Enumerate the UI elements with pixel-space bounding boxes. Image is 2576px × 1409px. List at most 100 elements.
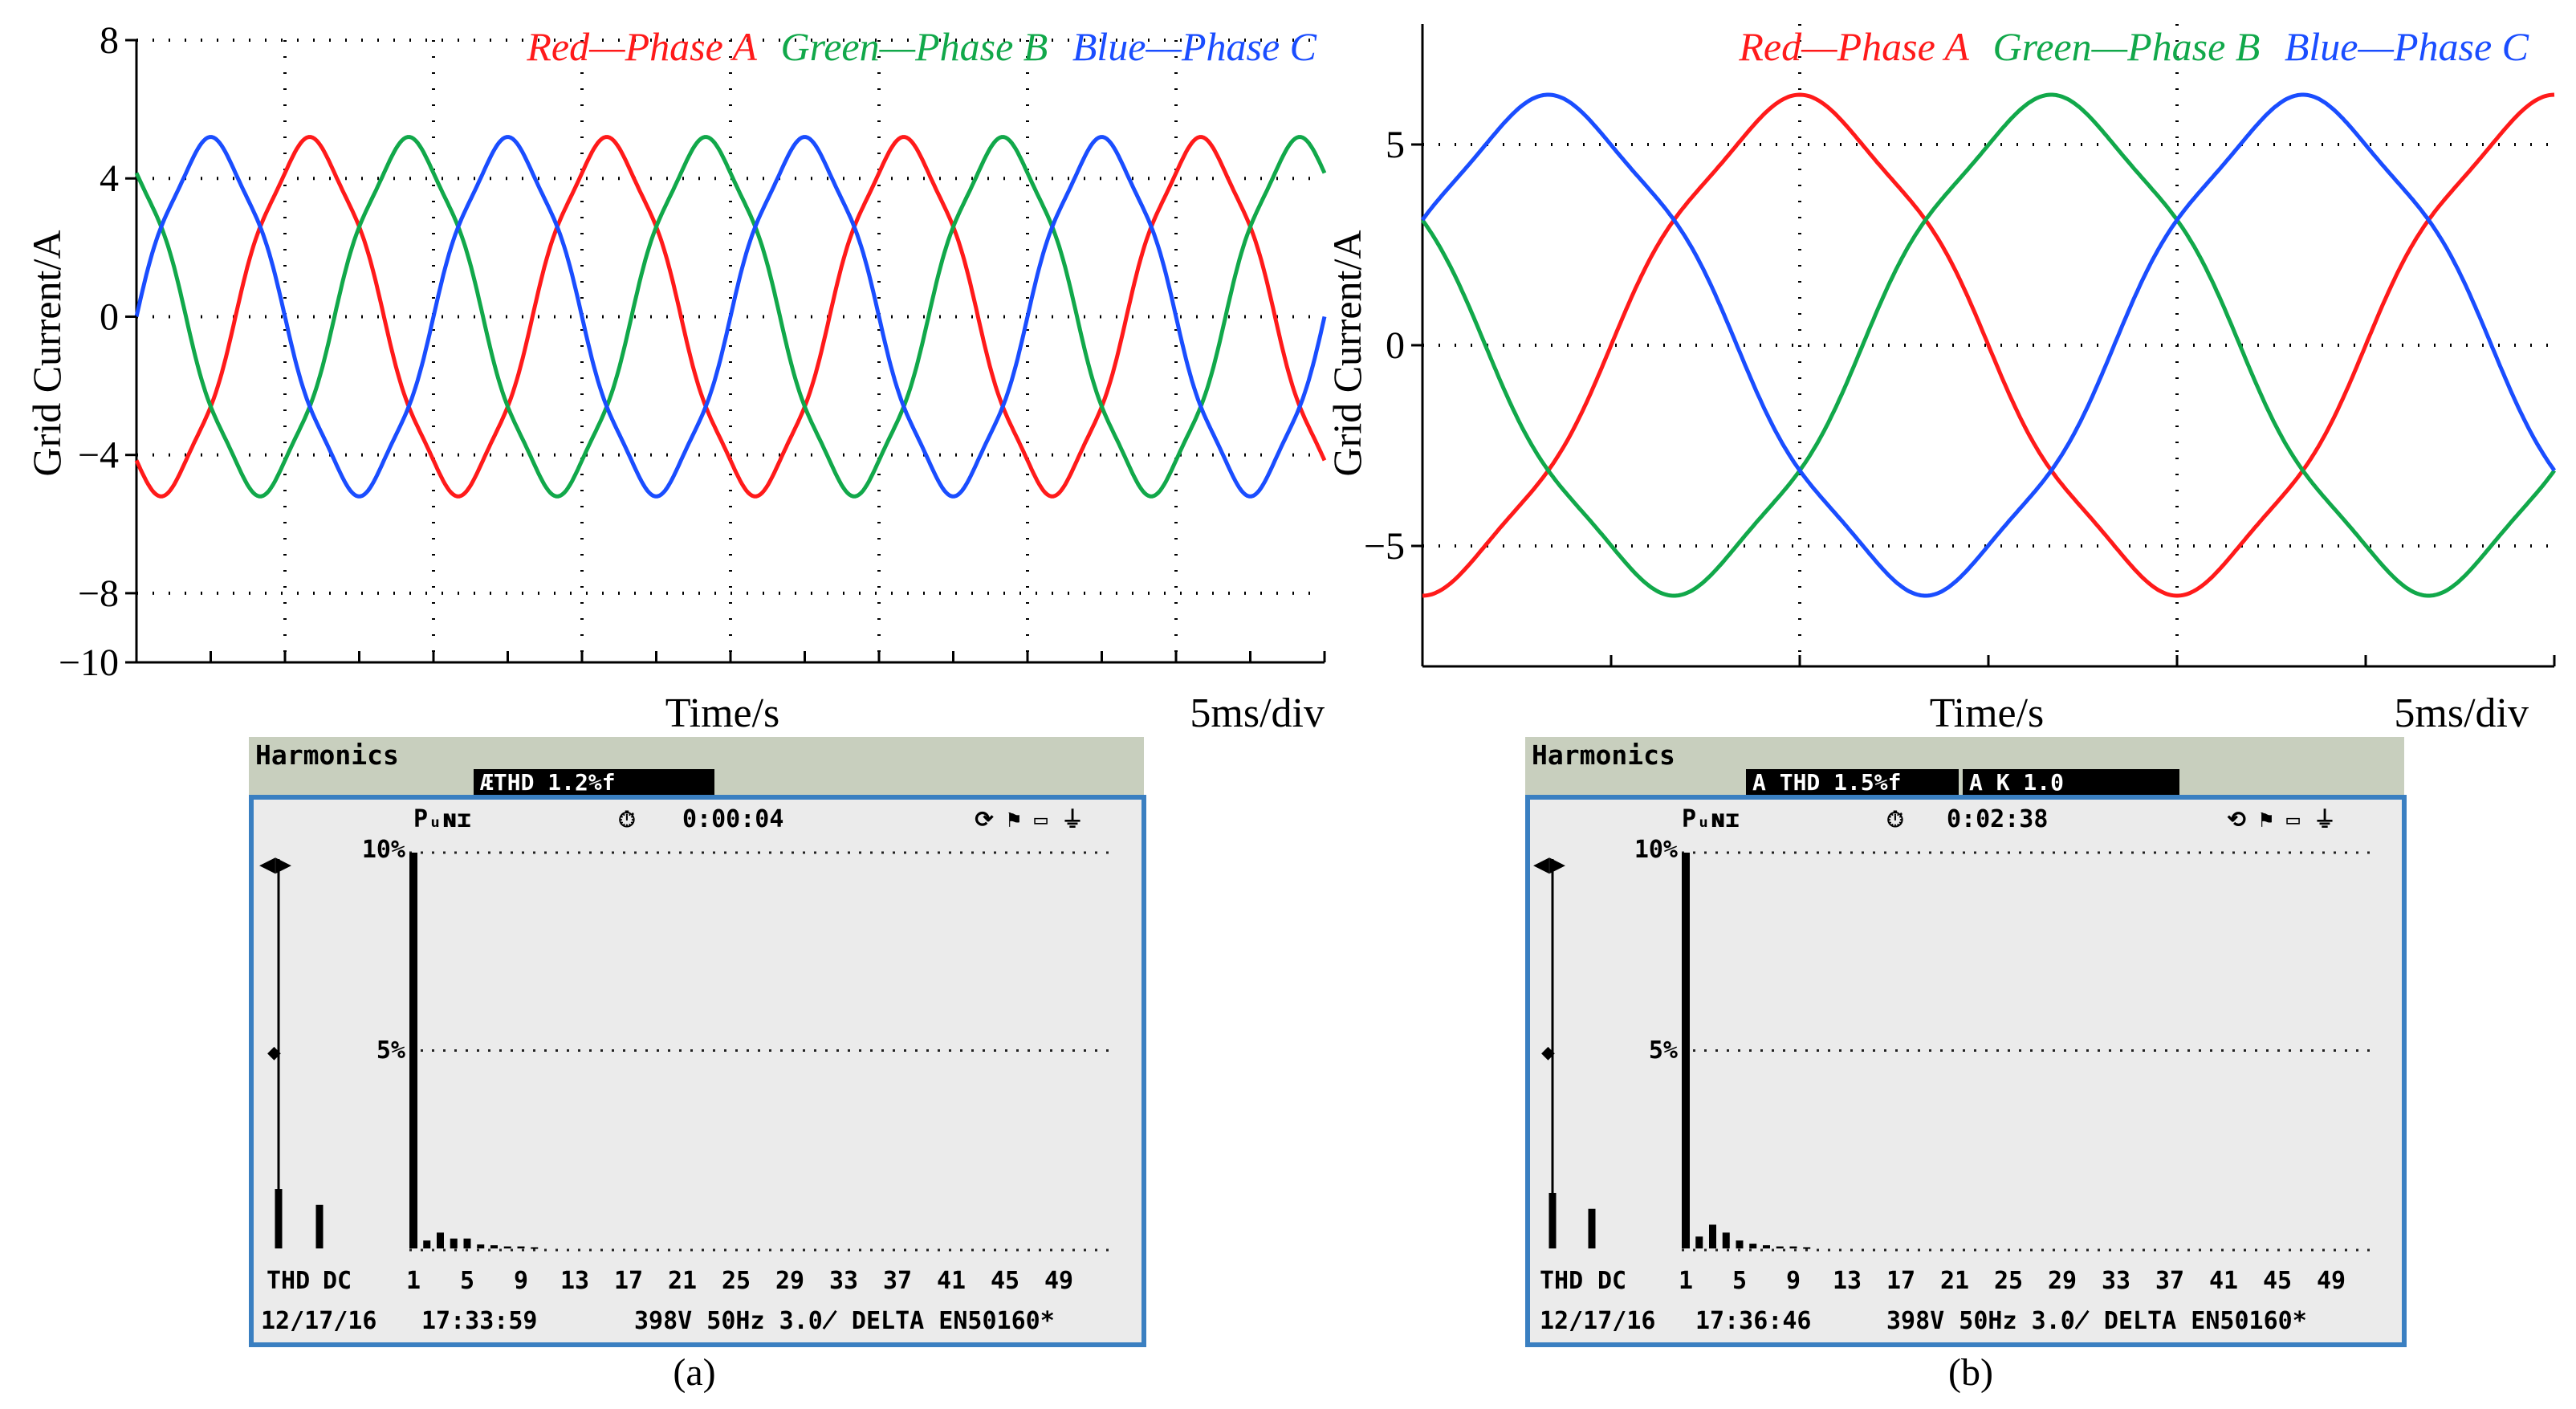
timer-icon: ⏱ xyxy=(1886,806,1904,833)
thd-readout: ÆTHD 1.2%f xyxy=(480,769,616,796)
harmonic-axis-label: DC xyxy=(323,1267,352,1295)
harmonic-axis-label: 25 xyxy=(1994,1267,2023,1295)
harmonic-bar-3 xyxy=(437,1232,444,1248)
legend-green-label: Green xyxy=(1993,24,2092,69)
panel-b-analyzer: Harmonics A THD 1.5%f A K 1.0 Pᵤɴɪ ⏱ 0:0… xyxy=(1525,737,2407,1394)
elapsed-time: 0:02:38 xyxy=(1947,805,2048,833)
status-icons: ⟳ ⚑ ▭ ⏚ xyxy=(975,806,1084,833)
harmonic-bar-2 xyxy=(1695,1236,1703,1248)
harmonic-axis-label: 41 xyxy=(2209,1267,2238,1295)
y-tick-label: 4 xyxy=(100,157,119,200)
legend-phase-b: Phase B xyxy=(914,24,1048,69)
y-tick-label: 0 xyxy=(1386,324,1405,367)
elapsed-time: 0:00:04 xyxy=(682,805,783,833)
panel-a-yticks: 8 4 0 −4 −8 −10 xyxy=(59,19,136,684)
harmonic-bar-4 xyxy=(450,1238,458,1248)
cursor-arrows-icon: ◀▶ xyxy=(1533,853,1565,876)
cursor-marker-icon: ◆ xyxy=(267,1042,281,1062)
panel-b-legend: Red—Phase A Green—Phase B Blue—Phase C xyxy=(1738,24,2529,69)
scale-5-percent: 5% xyxy=(1649,1036,1678,1065)
footer-info: 398V 50Hz 3.0̸ DELTA EN50160* xyxy=(634,1307,1055,1335)
panel-b-series xyxy=(1420,92,2557,598)
status-icons: ⟲ ⚑ ▭ ⏚ xyxy=(2227,806,2336,833)
panel-b-caption: (b) xyxy=(1948,1351,1993,1394)
harmonic-bar-3 xyxy=(1709,1224,1716,1248)
series-line-phase-a xyxy=(1422,92,2555,598)
panel-b-ylabel: Grid Current/A xyxy=(1325,230,1369,477)
harmonic-bar-8 xyxy=(1776,1246,1784,1248)
panel-a-xlabel: Time/s xyxy=(665,690,780,736)
harmonic-axis-label: 1 xyxy=(406,1267,421,1295)
thd-readout-box xyxy=(1746,769,1959,795)
harmonic-bar-5 xyxy=(463,1238,471,1248)
harmonic-bar-10 xyxy=(1803,1247,1811,1249)
harmonic-axis-label: THD xyxy=(1540,1267,1583,1295)
harmonic-axis-label: 45 xyxy=(2263,1267,2292,1295)
harmonic-bar-5 xyxy=(1736,1240,1744,1248)
harmonic-axis-labels: THD DC 1 5 9 13 17 21 25 29 33 37 41 45 49 xyxy=(1540,1267,2346,1295)
y-tick-label: −8 xyxy=(78,572,119,615)
panel-a-ylabel: Grid Current/A xyxy=(24,230,69,477)
panel-a-caption: (a) xyxy=(673,1351,715,1394)
harmonic-bar-1 xyxy=(1682,853,1690,1248)
cursor-arrows-icon: ◀▶ xyxy=(259,853,291,876)
y-tick-label: 5 xyxy=(1386,124,1405,166)
legend-phase-a: Phase A xyxy=(625,24,758,69)
analyzer-screen xyxy=(1525,795,2407,1347)
analyzer-screen xyxy=(249,795,1146,1347)
harmonic-axis-label: DC xyxy=(1597,1267,1626,1295)
y-tick-label: 8 xyxy=(100,19,119,62)
y-tick-label: −5 xyxy=(1364,525,1405,568)
harmonic-axis-label: 1 xyxy=(1679,1267,1693,1295)
k-factor-readout: A K 1.0 xyxy=(1969,769,2064,796)
footer-time: 17:36:46 xyxy=(1695,1307,1812,1335)
harmonic-bar-2 xyxy=(423,1240,431,1248)
series-line-phase-a xyxy=(134,135,1327,499)
legend-phase-c: Phase C xyxy=(1181,24,1317,69)
panel-a-legend: Red—Phase A Green—Phase B Blue—Phase C xyxy=(526,24,1316,69)
y-tick-label: −4 xyxy=(78,434,119,477)
harmonic-bar-9 xyxy=(517,1246,525,1248)
harmonic-axis-label: 33 xyxy=(829,1267,858,1295)
legend-blue-label: Blue xyxy=(2285,24,2358,69)
harmonic-axis-label: 29 xyxy=(2048,1267,2077,1295)
harmonic-axis-label: 9 xyxy=(514,1267,528,1295)
mode-label: Pᵤɴɪ xyxy=(413,805,471,833)
harmonic-bar-8 xyxy=(503,1246,511,1248)
harmonic-axis-label: 41 xyxy=(937,1267,966,1295)
footer-date: 12/17/16 xyxy=(261,1307,377,1335)
thd-readout: A THD 1.5%f xyxy=(1752,769,1901,796)
legend-red-label: Red xyxy=(526,24,590,69)
harmonic-bar-thd xyxy=(1548,1192,1557,1248)
scale-10-percent: 10% xyxy=(362,836,405,864)
timer-icon: ⏱ xyxy=(618,806,636,833)
footer-time: 17:33:59 xyxy=(421,1307,538,1335)
harmonic-axis-label: 5 xyxy=(460,1267,474,1295)
legend-blue-label: Blue xyxy=(1072,24,1146,69)
harmonic-bar-7 xyxy=(490,1245,498,1248)
legend-phase-c: Phase C xyxy=(2393,24,2529,69)
harmonic-axis-label: 49 xyxy=(2317,1267,2346,1295)
footer-date: 12/17/16 xyxy=(1540,1307,1656,1335)
harmonic-axis-label: 33 xyxy=(2102,1267,2130,1295)
harmonic-axis-label: 9 xyxy=(1786,1267,1801,1295)
series-line-phase-b xyxy=(1420,92,2557,598)
scale-10-percent: 10% xyxy=(1634,836,1678,864)
harmonic-bar-4 xyxy=(1722,1232,1730,1248)
harmonic-bar-6 xyxy=(477,1244,485,1248)
panel-a-series xyxy=(134,135,1327,499)
harmonic-axis-label: 13 xyxy=(1833,1267,1862,1295)
harmonic-bar-dc xyxy=(315,1204,324,1248)
harmonic-axis-label: 37 xyxy=(883,1267,912,1295)
legend-red-label: Red xyxy=(1738,24,1802,69)
harmonic-bars xyxy=(275,853,539,1249)
harmonic-bar-9 xyxy=(1789,1246,1797,1248)
harmonic-bar-dc xyxy=(1588,1208,1596,1248)
panel-b-grid xyxy=(1422,24,2554,666)
harmonic-bar-1 xyxy=(409,853,417,1248)
harmonic-axis-labels: THD DC 1 5 9 13 17 21 25 29 33 37 41 45 49 xyxy=(267,1267,1073,1295)
panel-b-yticks: 5 0 −5 xyxy=(1364,124,1422,568)
harmonic-axis-label: 17 xyxy=(614,1267,643,1295)
harmonic-axis-label: 45 xyxy=(991,1267,1019,1295)
